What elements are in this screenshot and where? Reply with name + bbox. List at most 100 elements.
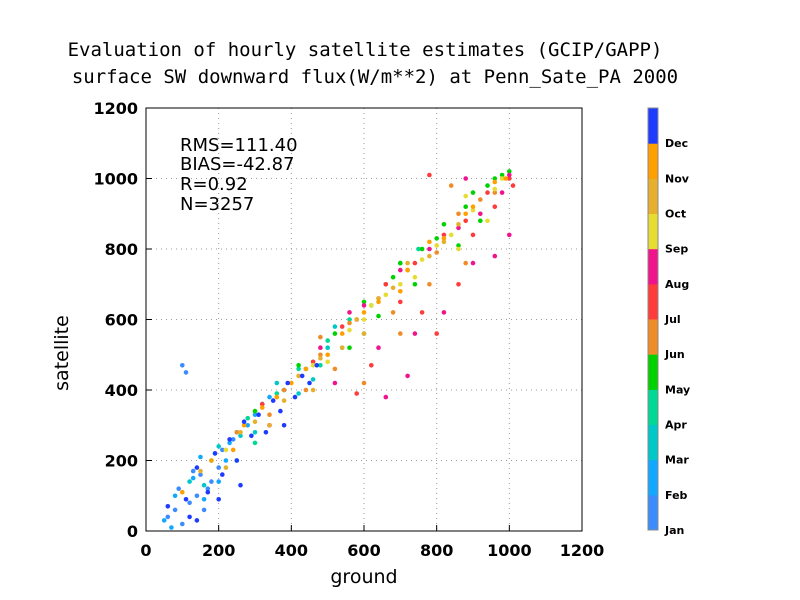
data-point [220, 447, 225, 453]
data-point [419, 246, 425, 252]
colorbar-swatch [648, 283, 658, 320]
data-point [303, 366, 309, 372]
data-point [209, 458, 214, 463]
data-point [463, 260, 469, 266]
data-point [230, 437, 236, 442]
data-point [492, 204, 498, 209]
data-point [318, 345, 323, 351]
data-point [187, 479, 192, 484]
data-point [172, 493, 178, 499]
data-point [510, 183, 516, 188]
data-point [463, 211, 469, 217]
data-point [180, 363, 185, 368]
data-point [390, 285, 396, 291]
data-point [412, 260, 418, 266]
data-point [256, 412, 261, 418]
data-point [241, 419, 247, 425]
data-point [245, 423, 250, 428]
data-point [227, 440, 232, 446]
colorbar-swatch [648, 354, 658, 390]
data-point [441, 236, 447, 241]
data-point [176, 486, 181, 492]
data-point [463, 204, 469, 209]
data-point [303, 387, 309, 393]
data-point [318, 352, 323, 358]
data-point [187, 500, 192, 506]
x-tick-label: 600 [347, 541, 380, 560]
data-point [376, 313, 381, 319]
data-point [390, 310, 396, 315]
data-point [325, 352, 331, 358]
data-point [507, 176, 512, 181]
data-point [194, 493, 200, 499]
data-point [492, 186, 498, 192]
data-point [285, 380, 291, 386]
data-point [267, 412, 272, 418]
data-point [398, 260, 403, 266]
colorbar-label: Mar [665, 454, 689, 467]
data-point [332, 366, 338, 372]
colorbar-swatch [648, 143, 658, 179]
x-tick-label: 200 [202, 541, 235, 560]
data-point [270, 398, 276, 403]
data-point [463, 218, 469, 224]
data-point [230, 447, 236, 453]
data-point [216, 497, 221, 502]
colorbar-legend: Jan Feb Mar Apr May Jun Jul Aug Sep Oct Nov Dec [647, 107, 690, 537]
data-point [361, 331, 367, 336]
data-point [492, 190, 498, 195]
data-point [223, 458, 229, 463]
data-point [492, 179, 498, 185]
colorbar-swatch [648, 494, 658, 531]
data-point [412, 331, 418, 336]
data-point [369, 303, 374, 308]
data-point [296, 366, 301, 372]
data-point [325, 359, 331, 365]
data-point [448, 232, 454, 238]
data-point [205, 489, 211, 495]
colorbar-label: Oct [665, 208, 686, 221]
data-point [260, 401, 265, 407]
data-point [398, 289, 403, 294]
data-point [434, 236, 440, 241]
data-point [478, 218, 483, 224]
data-point [507, 172, 512, 178]
data-point [172, 507, 178, 513]
data-point [492, 253, 498, 259]
data-point [492, 176, 498, 181]
data-point [507, 169, 512, 174]
data-point [307, 380, 312, 386]
data-point [398, 299, 403, 305]
data-point [238, 482, 243, 488]
data-point [383, 292, 389, 298]
data-point [296, 363, 301, 368]
data-point [434, 243, 440, 248]
data-point [190, 475, 196, 481]
stat-r: R=0.92 [180, 174, 248, 195]
data-point [318, 356, 323, 361]
data-point [441, 222, 447, 227]
data-point [241, 423, 247, 428]
data-point [405, 267, 410, 273]
data-point [169, 525, 174, 530]
data-point [376, 345, 381, 351]
colorbar-label: Jun [664, 348, 685, 361]
data-point [318, 334, 323, 340]
data-point [361, 317, 367, 322]
data-point [183, 370, 189, 375]
data-point [310, 359, 316, 365]
data-point [478, 211, 483, 217]
data-point [252, 408, 258, 414]
data-point [456, 222, 461, 227]
data-point [314, 363, 320, 368]
data-point [267, 423, 272, 428]
data-point [234, 458, 240, 463]
colorbar-swatch [648, 424, 658, 461]
data-point [252, 430, 258, 435]
data-point [347, 327, 352, 333]
data-point [376, 299, 381, 305]
data-point [238, 430, 243, 435]
data-point [194, 518, 200, 523]
colorbar-swatch [648, 389, 658, 425]
data-point [198, 468, 203, 474]
